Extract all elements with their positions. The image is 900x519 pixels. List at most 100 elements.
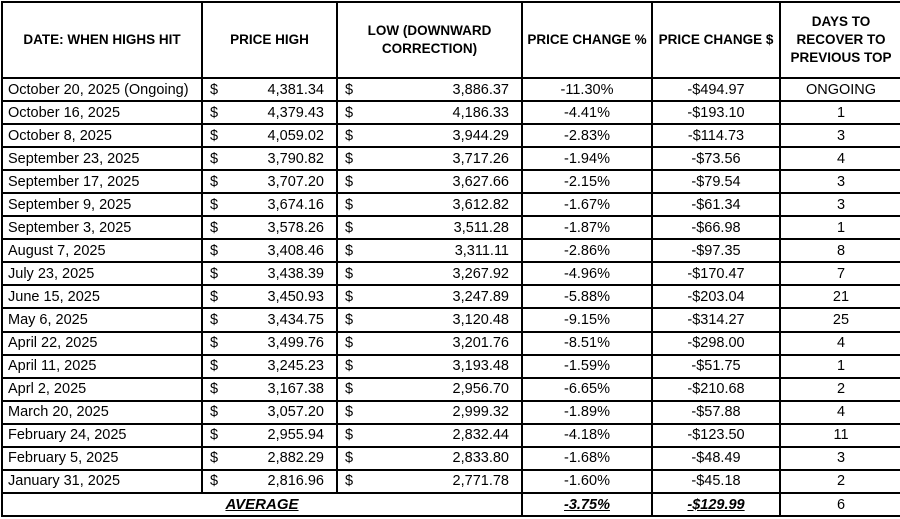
price-change-usd-cell[interactable]: -$51.75 bbox=[651, 353, 781, 379]
low-correction-cell[interactable]: $ 3,944.29 bbox=[336, 123, 523, 149]
days-to-recover-cell[interactable]: 7 bbox=[779, 261, 900, 287]
price-change-pct-cell[interactable]: -4.96% bbox=[521, 261, 653, 287]
price-change-usd-cell[interactable]: -$210.68 bbox=[651, 376, 781, 402]
date-cell[interactable]: October 8, 2025 bbox=[1, 123, 203, 149]
low-correction-cell[interactable]: $ 2,833.80 bbox=[336, 445, 523, 471]
date-cell[interactable]: February 24, 2025 bbox=[1, 422, 203, 448]
date-cell[interactable]: October 20, 2025 (Ongoing) bbox=[1, 76, 203, 103]
price-change-pct-cell[interactable]: -2.86% bbox=[521, 238, 653, 264]
price-high-cell[interactable]: $ 3,438.39 bbox=[201, 261, 338, 287]
price-change-usd-cell[interactable]: -$494.97 bbox=[651, 76, 781, 103]
date-cell[interactable]: Aprl 2, 2025 bbox=[1, 376, 203, 402]
low-correction-cell[interactable]: $ 3,311.11 bbox=[336, 238, 523, 264]
average-price-change-pct-cell[interactable]: -3.75% bbox=[521, 492, 653, 517]
price-change-usd-cell[interactable]: -$61.34 bbox=[651, 192, 781, 218]
days-to-recover-cell[interactable]: 4 bbox=[779, 399, 900, 425]
price-high-cell[interactable]: $ 3,790.82 bbox=[201, 146, 338, 172]
date-cell[interactable]: September 9, 2025 bbox=[1, 192, 203, 218]
price-high-cell[interactable]: $ 3,057.20 bbox=[201, 399, 338, 425]
days-to-recover-cell[interactable]: 4 bbox=[779, 330, 900, 356]
date-cell[interactable]: April 22, 2025 bbox=[1, 330, 203, 356]
date-cell[interactable]: August 7, 2025 bbox=[1, 238, 203, 264]
price-high-cell[interactable]: $ 4,379.43 bbox=[201, 100, 338, 126]
average-days-to-recover-cell[interactable]: 6 bbox=[779, 492, 900, 517]
date-cell[interactable]: September 23, 2025 bbox=[1, 146, 203, 172]
date-cell[interactable]: March 20, 2025 bbox=[1, 399, 203, 425]
price-high-cell[interactable]: $ 3,408.46 bbox=[201, 238, 338, 264]
date-cell[interactable]: May 6, 2025 bbox=[1, 307, 203, 333]
price-high-cell[interactable]: $ 3,674.16 bbox=[201, 192, 338, 218]
price-change-usd-cell[interactable]: -$45.18 bbox=[651, 468, 781, 495]
days-to-recover-cell[interactable]: 3 bbox=[779, 192, 900, 218]
price-high-cell[interactable]: $ 2,816.96 bbox=[201, 468, 338, 495]
low-correction-cell[interactable]: $ 2,832.44 bbox=[336, 422, 523, 448]
price-change-usd-cell[interactable]: -$48.49 bbox=[651, 445, 781, 471]
low-correction-cell[interactable]: $ 3,201.76 bbox=[336, 330, 523, 356]
price-change-usd-cell[interactable]: -$73.56 bbox=[651, 146, 781, 172]
price-high-cell[interactable]: $ 3,245.23 bbox=[201, 353, 338, 379]
price-change-pct-cell[interactable]: -1.60% bbox=[521, 468, 653, 495]
price-change-usd-cell[interactable]: -$97.35 bbox=[651, 238, 781, 264]
date-cell[interactable]: September 17, 2025 bbox=[1, 169, 203, 195]
price-change-pct-cell[interactable]: -2.83% bbox=[521, 123, 653, 149]
days-to-recover-cell[interactable]: 1 bbox=[779, 215, 900, 241]
low-correction-cell[interactable]: $ 2,956.70 bbox=[336, 376, 523, 402]
days-to-recover-cell[interactable]: 3 bbox=[779, 169, 900, 195]
price-change-pct-cell[interactable]: -1.68% bbox=[521, 445, 653, 471]
days-to-recover-cell[interactable]: 11 bbox=[779, 422, 900, 448]
price-change-usd-cell[interactable]: -$203.04 bbox=[651, 284, 781, 310]
price-change-pct-cell[interactable]: -9.15% bbox=[521, 307, 653, 333]
price-change-usd-cell[interactable]: -$123.50 bbox=[651, 422, 781, 448]
price-change-pct-cell[interactable]: -1.87% bbox=[521, 215, 653, 241]
low-correction-cell[interactable]: $ 3,267.92 bbox=[336, 261, 523, 287]
price-change-pct-cell[interactable]: -1.94% bbox=[521, 146, 653, 172]
date-cell[interactable]: October 16, 2025 bbox=[1, 100, 203, 126]
date-cell[interactable]: April 11, 2025 bbox=[1, 353, 203, 379]
price-high-cell[interactable]: $ 4,059.02 bbox=[201, 123, 338, 149]
days-to-recover-cell[interactable]: 3 bbox=[779, 445, 900, 471]
date-cell[interactable]: June 15, 2025 bbox=[1, 284, 203, 310]
date-cell[interactable]: February 5, 2025 bbox=[1, 445, 203, 471]
days-to-recover-cell[interactable]: 4 bbox=[779, 146, 900, 172]
days-to-recover-cell[interactable]: 25 bbox=[779, 307, 900, 333]
price-change-usd-cell[interactable]: -$57.88 bbox=[651, 399, 781, 425]
price-change-pct-cell[interactable]: -4.18% bbox=[521, 422, 653, 448]
price-high-cell[interactable]: $ 3,578.26 bbox=[201, 215, 338, 241]
days-to-recover-cell[interactable]: ONGOING bbox=[779, 76, 900, 103]
price-change-usd-cell[interactable]: -$79.54 bbox=[651, 169, 781, 195]
low-correction-cell[interactable]: $ 2,999.32 bbox=[336, 399, 523, 425]
days-to-recover-cell[interactable]: 2 bbox=[779, 376, 900, 402]
low-correction-cell[interactable]: $ 3,193.48 bbox=[336, 353, 523, 379]
price-high-cell[interactable]: $ 3,499.76 bbox=[201, 330, 338, 356]
price-change-pct-cell[interactable]: -1.59% bbox=[521, 353, 653, 379]
low-correction-cell[interactable]: $ 3,612.82 bbox=[336, 192, 523, 218]
average-price-change-usd-cell[interactable]: -$129.99 bbox=[651, 492, 781, 517]
average-label-cell[interactable]: AVERAGE bbox=[1, 492, 523, 517]
days-to-recover-cell[interactable]: 3 bbox=[779, 123, 900, 149]
low-correction-cell[interactable]: $ 3,247.89 bbox=[336, 284, 523, 310]
price-high-cell[interactable]: $ 2,955.94 bbox=[201, 422, 338, 448]
date-cell[interactable]: January 31, 2025 bbox=[1, 468, 203, 495]
price-high-cell[interactable]: $ 2,882.29 bbox=[201, 445, 338, 471]
low-correction-cell[interactable]: $ 3,627.66 bbox=[336, 169, 523, 195]
price-change-usd-cell[interactable]: -$114.73 bbox=[651, 123, 781, 149]
price-change-pct-cell[interactable]: -6.65% bbox=[521, 376, 653, 402]
price-change-pct-cell[interactable]: -5.88% bbox=[521, 284, 653, 310]
date-cell[interactable]: July 23, 2025 bbox=[1, 261, 203, 287]
price-change-pct-cell[interactable]: -2.15% bbox=[521, 169, 653, 195]
price-high-cell[interactable]: $ 4,381.34 bbox=[201, 76, 338, 103]
price-change-usd-cell[interactable]: -$193.10 bbox=[651, 100, 781, 126]
price-high-cell[interactable]: $ 3,450.93 bbox=[201, 284, 338, 310]
price-change-usd-cell[interactable]: -$298.00 bbox=[651, 330, 781, 356]
days-to-recover-cell[interactable]: 21 bbox=[779, 284, 900, 310]
low-correction-cell[interactable]: $ 4,186.33 bbox=[336, 100, 523, 126]
price-change-usd-cell[interactable]: -$314.27 bbox=[651, 307, 781, 333]
days-to-recover-cell[interactable]: 2 bbox=[779, 468, 900, 495]
low-correction-cell[interactable]: $ 3,886.37 bbox=[336, 76, 523, 103]
price-change-pct-cell[interactable]: -11.30% bbox=[521, 76, 653, 103]
low-correction-cell[interactable]: $ 2,771.78 bbox=[336, 468, 523, 495]
price-change-pct-cell[interactable]: -1.67% bbox=[521, 192, 653, 218]
days-to-recover-cell[interactable]: 1 bbox=[779, 353, 900, 379]
low-correction-cell[interactable]: $ 3,717.26 bbox=[336, 146, 523, 172]
price-high-cell[interactable]: $ 3,167.38 bbox=[201, 376, 338, 402]
